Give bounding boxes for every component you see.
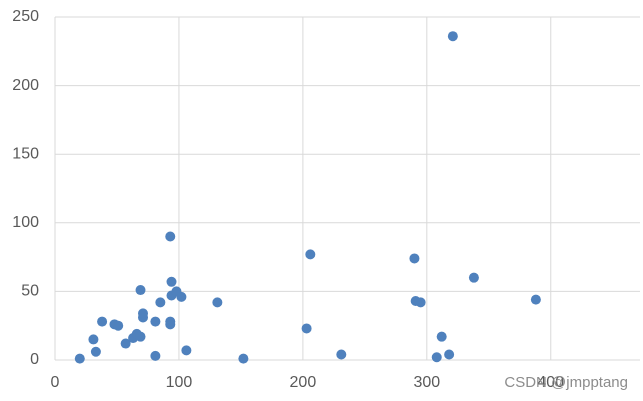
point — [238, 353, 249, 364]
y-tick-label: 250 — [12, 8, 39, 25]
point — [447, 31, 458, 42]
x-tick-label: 200 — [290, 374, 317, 391]
point — [436, 331, 447, 342]
point — [415, 297, 426, 308]
watermark: CSDN @jmpptang — [504, 374, 628, 391]
point — [97, 316, 108, 327]
y-tick-label: 150 — [12, 145, 39, 162]
point — [409, 253, 420, 264]
point — [444, 349, 455, 360]
point — [165, 231, 176, 242]
point — [135, 285, 146, 296]
point — [468, 272, 479, 283]
y-tick-label: 0 — [30, 351, 39, 368]
point — [530, 294, 541, 305]
point — [150, 350, 161, 361]
point — [90, 346, 101, 357]
point — [165, 319, 176, 330]
point — [88, 334, 99, 345]
x-tick-label: 0 — [51, 374, 60, 391]
y-tick-label: 50 — [21, 283, 39, 300]
point — [212, 297, 223, 308]
point — [74, 353, 85, 364]
point — [137, 308, 148, 319]
point — [155, 297, 166, 308]
point — [176, 291, 187, 302]
point — [113, 320, 124, 331]
point — [305, 249, 316, 260]
point — [336, 349, 347, 360]
point — [166, 276, 177, 287]
y-tick-label: 200 — [12, 77, 39, 94]
point — [301, 323, 312, 334]
x-tick-label: 100 — [166, 374, 193, 391]
point — [181, 345, 192, 356]
point — [431, 352, 442, 363]
point — [135, 331, 146, 342]
point — [120, 338, 131, 349]
x-tick-label: 300 — [413, 374, 440, 391]
point — [150, 316, 161, 327]
y-tick-label: 100 — [12, 214, 39, 231]
x-tick-label: 400 — [537, 374, 564, 391]
